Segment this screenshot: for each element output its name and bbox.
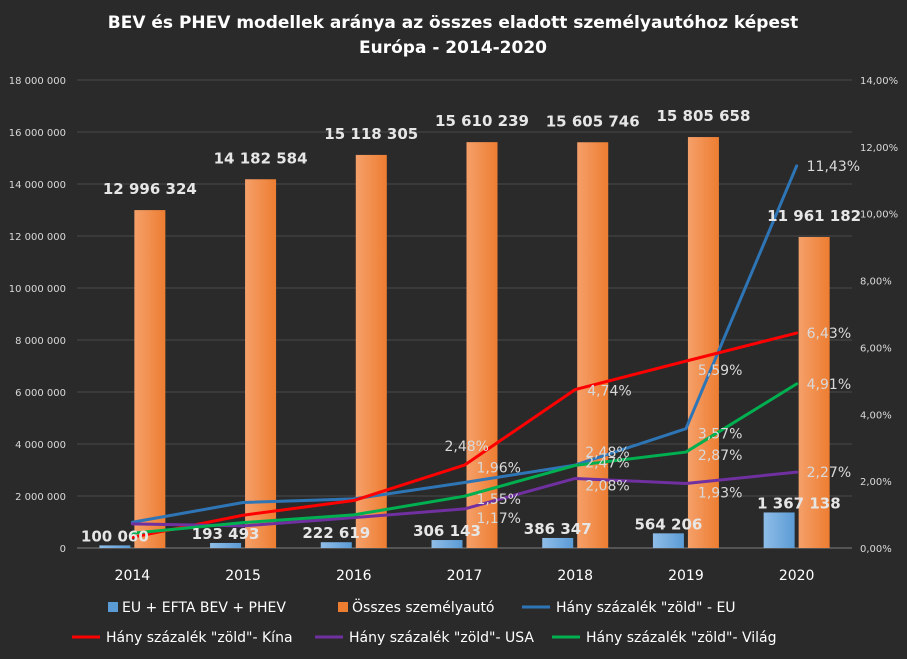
bar-eu-bev-phev [431,540,463,548]
legend-item: Hány százalék "zöld"- USA [315,630,534,646]
bar-eu-bev-phev [652,533,684,548]
bar-value-label-total: 15 118 305 [324,125,418,143]
bar-value-label-eu: 386 347 [524,520,592,538]
y2-tick-label: 8,00% [860,277,892,288]
bar-value-label-eu: 100 060 [81,527,149,545]
line-value-label: 1,55% [477,492,521,508]
line-value-label: 2,48% [585,445,629,461]
bar-eu-bev-phev [763,512,795,548]
line-value-label: 2,87% [698,448,742,464]
line-value-label: 2,08% [585,478,629,494]
bar-total-cars [245,179,277,549]
bar-total-cars [355,154,387,548]
y-tick-label: 12 000 000 [9,232,66,243]
legend-label: EU + EFTA BEV + PHEV [122,600,286,616]
line-value-label: 11,43% [807,159,860,175]
line-value-label: 6,43% [807,326,851,342]
bar-value-label-total: 12 996 324 [103,180,197,198]
y-tick-label: 4 000 000 [15,440,66,451]
line-value-label: 4,91% [807,377,851,393]
y-tick-label: 0 [60,544,66,555]
x-tick-label: 2018 [557,568,593,584]
bar-total-cars [134,210,166,548]
legend-item: Összes személyautó [338,598,495,616]
bar-value-label-total: 11 961 182 [767,207,861,225]
line-series [130,331,799,539]
lines [130,164,799,539]
x-tick-label: 2015 [225,568,261,584]
chart-title: BEV és PHEV modellek aránya az összes el… [108,13,799,33]
y2-tick-label: 12,00% [860,143,898,154]
bar-value-label-total: 15 605 746 [546,112,640,130]
y2-tick-label: 2,00% [860,477,892,488]
bar-value-label-eu: 564 206 [634,515,702,533]
line-series [130,164,799,524]
y2-tick-label: 6,00% [860,343,892,354]
x-tick-label: 2014 [115,568,151,584]
y-tick-label: 6 000 000 [15,388,66,399]
y-tick-label: 14 000 000 [9,180,66,191]
legend: EU + EFTA BEV + PHEV Összes személyautó Há… [72,598,777,646]
y-tick-label: 18 000 000 [9,76,66,87]
y2-tick-label: 14,00% [860,76,898,87]
legend-item: EU + EFTA BEV + PHEV [108,600,286,616]
y2-tick-label: 4,00% [860,410,892,421]
x-tick-label: 2019 [668,568,704,584]
bar-eu-bev-phev [542,537,574,548]
legend-item: Hány százalék "zöld" - EU [522,600,736,616]
x-tick-label: 2020 [779,568,815,584]
line-value-label: 3,57% [698,427,742,443]
legend-item: Hány százalék "zöld"- Világ [552,630,777,646]
x-tick-label: 2017 [447,568,483,584]
bar-value-label-eu: 1 367 138 [757,494,841,512]
line-value-label: 1,17% [477,511,521,527]
legend-swatch [338,602,348,612]
bar-value-label-total: 15 610 239 [435,112,529,130]
y2-tick-label: 0,00% [860,544,892,555]
line-value-label: 1,96% [477,460,521,476]
bar-eu-bev-phev [99,545,131,548]
bar-value-label-eu: 193 493 [192,525,260,543]
line-value-label: 1,93% [698,485,742,501]
chart-subtitle: Európa - 2014-2020 [359,38,547,58]
line-value-label: 4,74% [587,384,631,400]
line-value-label: 2,27% [807,465,851,481]
bar-value-label-total: 15 805 658 [656,107,750,125]
bar-total-cars [798,237,830,548]
line-series [130,470,799,528]
y-axis-left: 0 2 000 000 4 000 000 6 000 000 8 000 000 10 … [9,76,66,555]
y-tick-label: 10 000 000 [9,284,66,295]
y2-tick-label: 10,00% [860,210,898,221]
legend-label: Hány százalék "zöld"- Világ [586,630,777,646]
bars [99,137,830,549]
bar-eu-bev-phev [210,542,242,548]
bar-value-label-eu: 306 143 [413,522,481,540]
legend-item: Hány százalék "zöld"- Kína [72,630,293,646]
legend-swatch [108,602,118,612]
y-tick-label: 8 000 000 [15,336,66,347]
line-series [130,382,799,535]
x-tick-label: 2016 [336,568,372,584]
legend-label: Hány százalék "zöld" - EU [556,600,736,616]
y-axis-right: 0,00% 2,00% 4,00% 6,00% 8,00% 10,00% 12,00% 14,… [860,76,898,555]
line-value-label: 2,48% [445,439,489,455]
bar-value-label-total: 14 182 584 [214,149,308,167]
bar-value-label-eu: 222 619 [302,524,370,542]
y-tick-label: 2 000 000 [15,492,66,503]
line-value-label: 2,47% [585,455,629,471]
y-tick-label: 16 000 000 [9,128,66,139]
bar-eu-bev-phev [320,542,352,548]
legend-label: Hány százalék "zöld"- USA [349,630,534,646]
legend-label: Összes személyautó [352,598,495,616]
data-labels: 12 996 324 14 182 584 15 118 305 15 610 239… [81,107,861,545]
legend-label: Hány százalék "zöld"- Kína [106,630,293,646]
x-axis: 2014 2015 2016 2017 2018 2019 2020 [77,547,852,584]
line-value-label: 5,59% [698,363,742,379]
